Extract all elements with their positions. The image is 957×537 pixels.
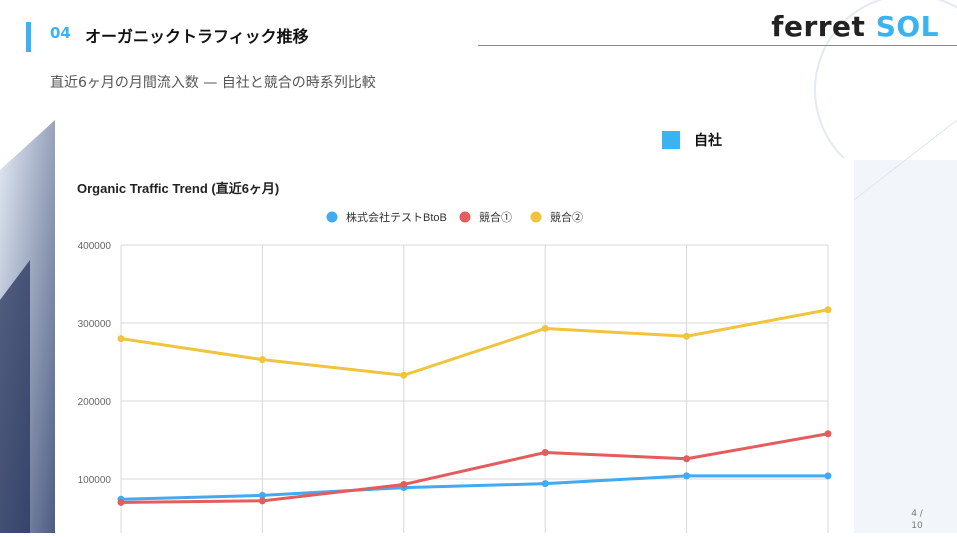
section-title: オーガニックトラフィック推移	[85, 27, 309, 46]
page-subtitle: 直近6ヶ月の月間流入数 — 自社と競合の時系列比較	[50, 75, 376, 91]
top-legend-swatch	[662, 131, 680, 149]
page-total: 10	[911, 521, 923, 531]
series-1-point-6	[824, 472, 832, 480]
y-tick-label-2: 300000	[78, 319, 112, 330]
legend-label-1: 株式会社テストBtoB	[346, 210, 447, 224]
series-line-3	[120, 308, 829, 377]
series-3-point-3	[400, 371, 408, 379]
chart-title: Organic Traffic Trend (直近6ヶ月)	[77, 181, 279, 196]
series-2-point-2	[258, 497, 266, 505]
line-chart: Organic Traffic Trend (直近6ヶ月) 株式会社テストBtoB…	[77, 181, 832, 537]
series-3-point-5	[683, 332, 691, 340]
legend-marker-3	[530, 211, 542, 223]
page-current: 4 /	[911, 509, 923, 519]
section-number: 04	[50, 24, 71, 42]
series-2-point-4	[541, 448, 549, 456]
logo-text-sol: SOL	[875, 10, 939, 43]
series-3-point-4	[541, 324, 549, 332]
series-3-point-6	[824, 306, 832, 314]
series-2-point-5	[683, 455, 691, 463]
series-2-point-1	[117, 498, 125, 506]
brand-logo: ferret SOL	[771, 10, 939, 43]
series-line-1	[120, 474, 828, 501]
logo-text-ferret: ferret	[771, 10, 866, 43]
legend-marker-1	[326, 211, 338, 223]
y-tick-label-4: 100000	[78, 475, 112, 486]
series-3-point-2	[258, 356, 266, 364]
legend-marker-2	[459, 211, 471, 223]
chart-card: Organic Traffic Trend (直近6ヶ月) 株式会社テストBtoB…	[55, 158, 854, 537]
series-line-2	[120, 432, 829, 504]
legend-label-3: 競合②	[550, 210, 583, 224]
page-indicator: 4 / 10	[907, 508, 927, 532]
y-tick-label-3: 200000	[78, 397, 112, 408]
legend-label-2: 競合①	[479, 210, 512, 224]
series-3-point-1	[117, 335, 125, 343]
series-2-point-3	[400, 480, 408, 488]
series-1-point-2	[258, 491, 266, 499]
section-accent-bar	[26, 22, 31, 52]
series-1-point-4	[541, 480, 549, 488]
top-legend: 自社	[662, 130, 722, 150]
top-legend-label: 自社	[694, 133, 722, 149]
series-2-point-6	[824, 430, 832, 438]
series-1-point-5	[683, 472, 691, 480]
header-divider	[478, 45, 957, 46]
y-tick-label-1: 400000	[78, 241, 112, 252]
